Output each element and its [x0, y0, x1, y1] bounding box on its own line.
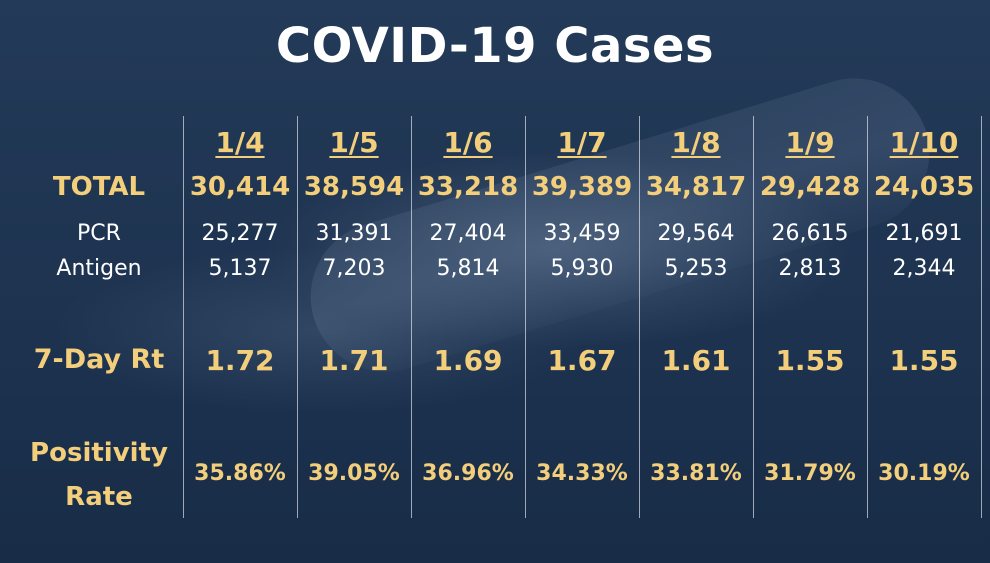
- antigen-cell: 2,813: [778, 256, 842, 281]
- antigen-cell: 5,137: [208, 256, 272, 281]
- rt-cell: 1.55: [775, 344, 845, 377]
- antigen-cell: 7,203: [322, 256, 386, 281]
- row-label-pcr: PCR: [77, 221, 121, 246]
- total-cell: 29,428: [759, 172, 861, 202]
- total-cell: 39,389: [531, 172, 633, 202]
- date-header: 1/4: [215, 126, 265, 159]
- date-header: 1/9: [785, 126, 835, 159]
- date-header: 1/5: [329, 126, 379, 159]
- row-label-positivity-line2: Rate: [65, 482, 133, 512]
- positivity-cell: 39.05%: [308, 461, 400, 486]
- row-label-positivity-line1: Positivity: [30, 438, 168, 468]
- date-header: 1/6: [443, 126, 493, 159]
- rt-cell: 1.71: [319, 344, 389, 377]
- total-cell: 34,817: [645, 172, 747, 202]
- pcr-cell: 33,459: [543, 221, 621, 246]
- column-divider: [411, 116, 412, 518]
- rt-cell: 1.55: [889, 344, 959, 377]
- antigen-cell: 5,253: [664, 256, 728, 281]
- antigen-cell: 5,930: [550, 256, 614, 281]
- pcr-cell: 26,615: [771, 221, 849, 246]
- date-header: 1/10: [889, 126, 959, 159]
- column-divider: [297, 116, 298, 518]
- positivity-cell: 31.79%: [764, 461, 856, 486]
- row-label-total: TOTAL: [52, 172, 146, 202]
- total-cell: 24,035: [873, 172, 975, 202]
- positivity-cell: 36.96%: [422, 461, 514, 486]
- total-cell: 30,414: [189, 172, 291, 202]
- positivity-cell: 34.33%: [536, 461, 628, 486]
- antigen-cell: 5,814: [436, 256, 500, 281]
- pcr-cell: 29,564: [657, 221, 735, 246]
- pcr-cell: 25,277: [201, 221, 279, 246]
- positivity-cell: 33.81%: [650, 461, 742, 486]
- column-divider: [753, 116, 754, 518]
- total-cell: 33,218: [417, 172, 519, 202]
- rt-cell: 1.72: [205, 344, 275, 377]
- pcr-cell: 31,391: [315, 221, 393, 246]
- row-label-rt: 7-Day Rt: [33, 344, 165, 375]
- column-divider: [867, 116, 868, 518]
- column-divider: [981, 116, 982, 518]
- date-header: 1/8: [671, 126, 721, 159]
- total-cell: 38,594: [303, 172, 405, 202]
- antigen-cell: 2,344: [892, 256, 956, 281]
- pcr-cell: 21,691: [885, 221, 963, 246]
- column-divider: [183, 116, 184, 518]
- pcr-cell: 27,404: [429, 221, 507, 246]
- column-divider: [525, 116, 526, 518]
- row-label-antigen: Antigen: [56, 256, 142, 281]
- positivity-cell: 30.19%: [878, 461, 970, 486]
- column-divider: [639, 116, 640, 518]
- rt-cell: 1.61: [661, 344, 731, 377]
- date-header: 1/7: [557, 126, 607, 159]
- rt-cell: 1.69: [433, 344, 503, 377]
- positivity-cell: 35.86%: [194, 461, 286, 486]
- slide-title: COVID-19 Cases: [275, 18, 715, 74]
- rt-cell: 1.67: [547, 344, 617, 377]
